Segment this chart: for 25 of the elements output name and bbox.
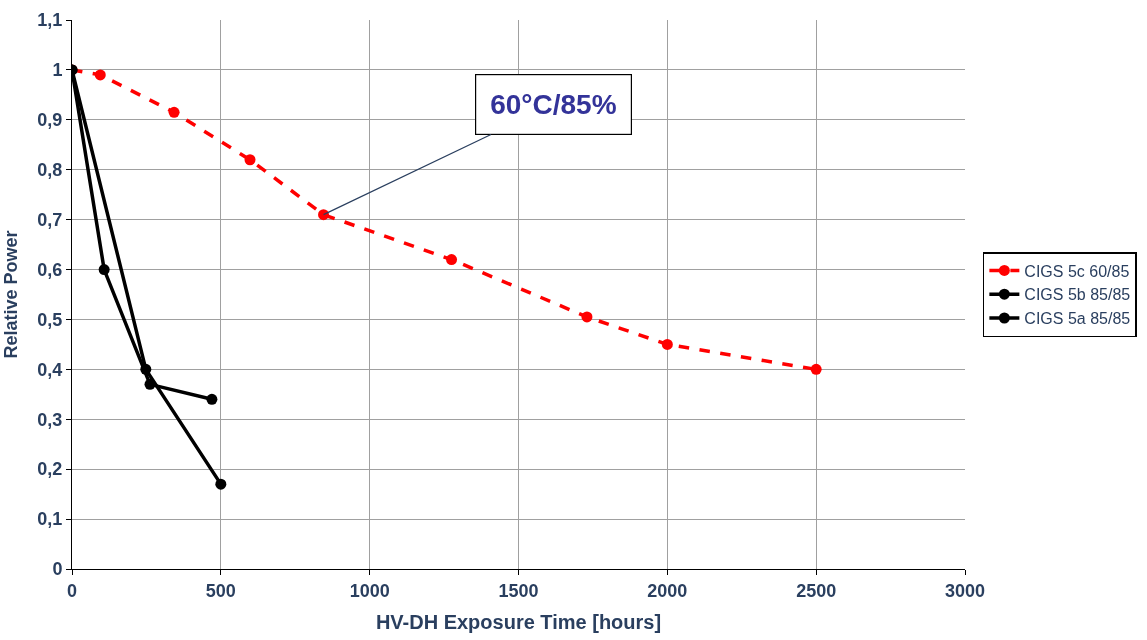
y-tick-label: 0,8 [37, 160, 63, 181]
y-tick-label: 1 [52, 60, 63, 81]
y-tick-label: 0 [52, 559, 63, 580]
y-tick-label: 0,9 [37, 110, 63, 131]
x-axis-title: HV-DH Exposure Time [hours] [375, 611, 662, 634]
x-tick-label: 1000 [349, 580, 390, 601]
x-tick-label: 0 [66, 580, 78, 601]
x-tick-label: 1500 [498, 580, 539, 601]
y-tick-label: 0,1 [37, 509, 63, 530]
y-tick-label: 0,6 [37, 259, 63, 280]
x-tick-label: 500 [205, 580, 236, 601]
y-tick-label: 0,5 [37, 309, 63, 330]
x-tick-label: 3000 [944, 580, 986, 601]
legend-label: CIGS 5a 85/85 [1024, 310, 1131, 328]
legend-label: CIGS 5c 60/85 [1024, 262, 1130, 280]
annotation: 60°C/85% [490, 89, 617, 121]
x-tick-label: 2000 [647, 580, 688, 601]
y-tick-label: 1,1 [37, 10, 63, 31]
legend-label: CIGS 5b 85/85 [1024, 286, 1131, 304]
y-tick-label: 0,3 [37, 409, 63, 430]
y-tick-label: 0,2 [37, 459, 63, 480]
y-axis-title: Relative Power [0, 230, 21, 359]
y-tick-label: 0,7 [37, 209, 63, 230]
y-tick-label: 0,4 [37, 359, 63, 380]
x-tick-label: 2500 [796, 580, 837, 601]
